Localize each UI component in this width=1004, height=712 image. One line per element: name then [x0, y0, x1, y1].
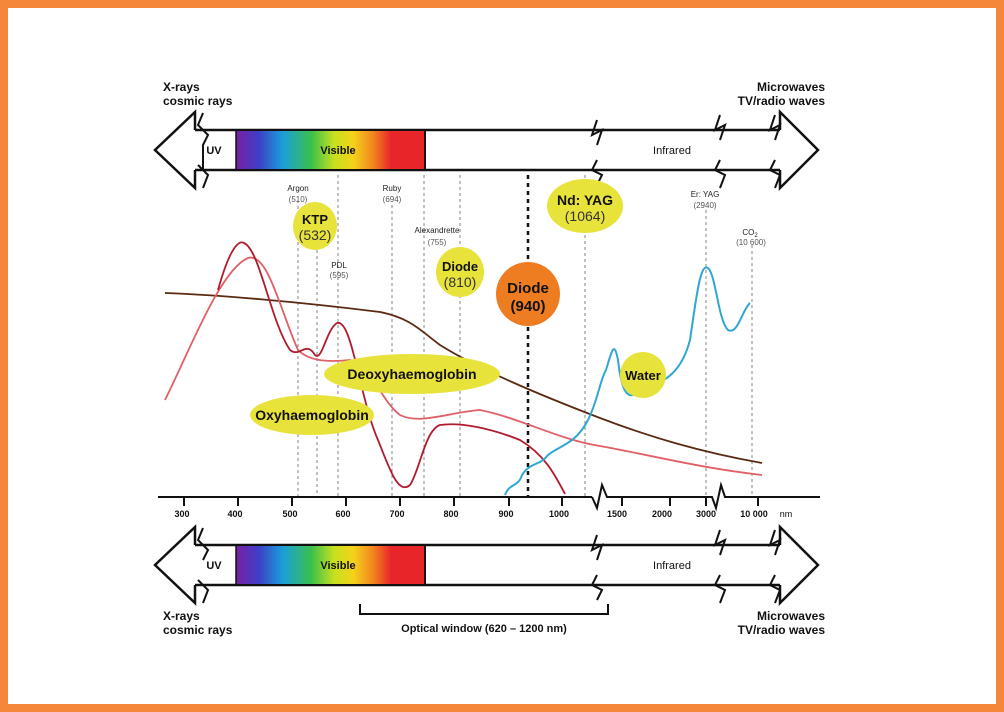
top-spectrum-arrow: [153, 108, 820, 192]
ndyag-label: Nd: YAG: [557, 192, 613, 208]
argon-label: Argon: [287, 184, 308, 193]
diode-940-label: Diode: [507, 280, 549, 297]
pdl-wavelength: (595): [330, 271, 349, 280]
oxyhaemoglobin-label: Oxyhaemoglobin: [255, 407, 369, 423]
diode-810-label: Diode: [442, 259, 478, 274]
tick-label: 1500: [607, 509, 627, 519]
pdl-label: PDL: [331, 261, 347, 270]
ndyag-wavelength: (1064): [565, 208, 605, 224]
bottom-right-label-2: TV/radio waves: [738, 623, 826, 637]
tick-label: 800: [443, 509, 458, 519]
optical-window-bracket: [359, 604, 609, 615]
water-bubble: [620, 352, 666, 398]
bottom-right-label-1: Microwaves: [757, 609, 825, 623]
top-left-label-1: X-rays: [163, 80, 200, 94]
diode-810-wavelength: (810): [444, 274, 477, 290]
eryag-wavelength: (2940): [693, 201, 716, 210]
bottom-left-label-2: cosmic rays: [163, 623, 233, 637]
top-infrared-label: Infrared: [653, 145, 691, 157]
bottom-uv-label: UV: [206, 560, 222, 572]
deoxyhaemoglobin-label: Deoxyhaemoglobin: [347, 366, 476, 382]
top-right-label-1: Microwaves: [757, 80, 825, 94]
top-left-label-2: cosmic rays: [163, 94, 233, 108]
tick-label: 900: [498, 509, 513, 519]
top-visible-label: Visible: [320, 145, 355, 157]
tick-label: 400: [227, 509, 242, 519]
ktp-wavelength: (532): [299, 227, 332, 243]
oxyhaemoglobin-bubble: [250, 395, 374, 435]
tick-label: 300: [174, 509, 189, 519]
diode-810-bubble: [436, 247, 484, 297]
top-right-label-2: TV/radio waves: [738, 94, 826, 108]
ruby-label: Ruby: [383, 184, 402, 193]
bottom-left-label-1: X-rays: [163, 609, 200, 623]
axis-unit: nm: [780, 509, 793, 519]
optical-window-label: Optical window (620 – 1200 nm): [401, 623, 567, 635]
tick-label: 700: [389, 509, 404, 519]
laser-lines: [297, 175, 753, 497]
ndyag-bubble: [547, 179, 623, 233]
alexandrite-label: Alexandrette: [415, 226, 460, 235]
ruby-wavelength: (694): [383, 195, 402, 204]
x-axis: 300 400 500 600 700 800 900 1000 1500 20…: [158, 481, 820, 519]
co2-wavelength: (10 600): [736, 238, 766, 247]
co2-label: CO2: [742, 228, 758, 239]
tick-label: 10 000: [740, 509, 768, 519]
water-label: Water: [625, 368, 661, 383]
deoxyhaemoglobin-bubble: [324, 354, 500, 394]
bottom-infrared-label: Infrared: [653, 560, 691, 572]
tick-label: 2000: [652, 509, 672, 519]
argon-wavelength: (510): [289, 195, 308, 204]
melanin-curve: [164, 292, 763, 464]
bottom-spectrum-arrow: [153, 523, 820, 607]
visible-gradient: [236, 131, 425, 169]
tick-label: 3000: [696, 509, 716, 519]
diode-940-wavelength: (940): [510, 298, 545, 315]
ktp-label: KTP: [302, 212, 328, 227]
ktp-bubble: [293, 202, 337, 250]
top-uv-label: UV: [206, 145, 222, 157]
tick-label: 500: [282, 509, 297, 519]
alexandrite-wavelength: (755): [428, 238, 447, 247]
visible-gradient: [236, 546, 425, 584]
eryag-label: Er: YAG: [691, 190, 720, 199]
tick-label: 600: [335, 509, 350, 519]
tick-label: 1000: [549, 509, 569, 519]
bottom-visible-label: Visible: [320, 560, 355, 572]
diode-940-bubble: [496, 262, 560, 326]
